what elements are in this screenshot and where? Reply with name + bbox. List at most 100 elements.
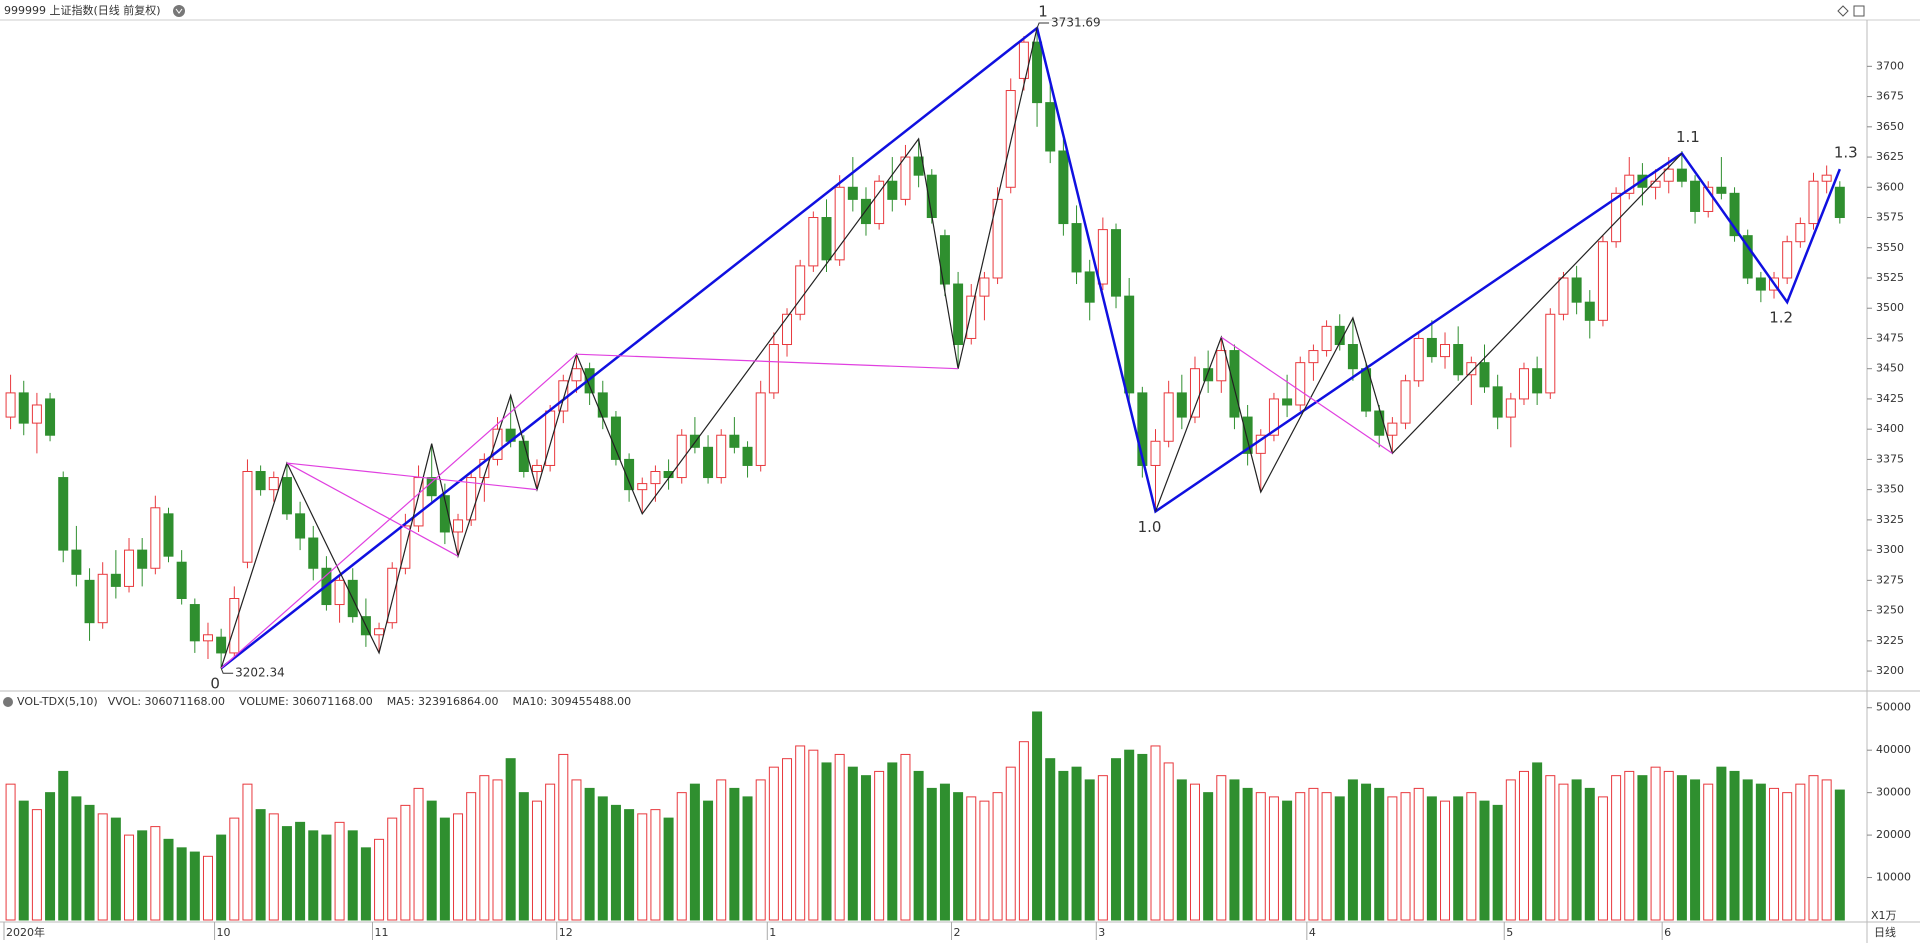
- candle-body: [1163, 392, 1174, 442]
- volume-bar: [1400, 792, 1411, 921]
- period-label: 日线: [1874, 925, 1896, 939]
- volume-bar: [58, 770, 69, 921]
- volume-bar: [1321, 792, 1332, 921]
- candle-body: [466, 477, 477, 521]
- volume-bar: [847, 766, 858, 921]
- wave-line: [1220, 336, 1393, 454]
- volume-bar: [492, 779, 503, 921]
- volume-bar: [1255, 792, 1266, 921]
- candle-body: [1308, 350, 1319, 364]
- y-tick-label: 3450: [1876, 362, 1904, 375]
- volume-bar: [1032, 711, 1043, 921]
- menu-button[interactable]: [173, 5, 185, 17]
- candle-body: [900, 156, 911, 200]
- volume-bar: [1597, 796, 1608, 921]
- candle-body: [176, 561, 187, 599]
- candle-body: [1479, 362, 1490, 388]
- candle-body: [1690, 180, 1701, 212]
- volume-bar: [295, 821, 306, 921]
- candle-body: [242, 471, 253, 563]
- volume-bar: [1413, 787, 1424, 921]
- candle-body: [295, 513, 306, 539]
- menu-arrow: [175, 8, 183, 14]
- candle-body: [1347, 344, 1358, 370]
- y-tick-label: 3275: [1876, 573, 1904, 586]
- x-tick-label: 11: [374, 926, 388, 939]
- volume-bar: [321, 834, 332, 921]
- candle-body: [1097, 229, 1108, 285]
- volume-bar: [400, 804, 411, 921]
- high-pointer: [1036, 22, 1050, 29]
- volume-bar: [137, 830, 148, 921]
- wave-label: 1.2: [1769, 309, 1793, 327]
- wave-label: 1.0: [1138, 518, 1162, 536]
- candle-body: [1124, 295, 1135, 394]
- candle-body: [1703, 186, 1714, 212]
- candle-body: [308, 537, 319, 569]
- candle-body: [1466, 362, 1477, 376]
- volume-bar: [979, 800, 990, 921]
- candle-body: [1216, 350, 1227, 382]
- candle-body: [281, 477, 292, 515]
- volume-bar: [939, 783, 950, 921]
- candle-body: [1729, 192, 1740, 237]
- volume-bar: [1742, 779, 1753, 921]
- candle-body: [1229, 350, 1240, 418]
- candle-body: [1440, 344, 1451, 358]
- volume-bar: [1374, 787, 1385, 921]
- wave-line: [1154, 152, 1683, 512]
- chart-title: 999999 上证指数(日线 前复权): [4, 3, 161, 17]
- volume-bar: [1229, 779, 1240, 921]
- volume-bar: [1084, 779, 1095, 921]
- volume-bar: [1387, 796, 1398, 921]
- x-tick-label: 5: [1506, 926, 1513, 939]
- volume-bar: [1492, 804, 1503, 921]
- candle-body: [1624, 174, 1635, 194]
- candle-body: [1663, 168, 1674, 182]
- volume-bar: [900, 753, 911, 921]
- volume-bar: [1150, 745, 1161, 921]
- indicator-title: VOL-TDX(5,10): [17, 695, 98, 708]
- volume-bar: [1361, 783, 1372, 921]
- candle-body: [531, 464, 542, 473]
- volume-bar: [689, 783, 700, 921]
- indicator-menu[interactable]: [3, 697, 13, 707]
- volume-bar: [860, 775, 871, 921]
- volume-bar: [1268, 796, 1279, 921]
- volume-bar: [255, 809, 266, 921]
- volume-bar: [1005, 766, 1016, 921]
- y-tick-label: 3425: [1876, 392, 1904, 405]
- candle-body: [703, 446, 714, 479]
- candle-body: [584, 368, 595, 394]
- candle-body: [110, 573, 121, 587]
- candle-body: [795, 265, 806, 315]
- volume-bar: [18, 800, 29, 921]
- candle-body: [1676, 168, 1687, 182]
- volume-bar: [1282, 800, 1293, 921]
- volume-bar: [268, 813, 279, 921]
- volume-bar: [610, 804, 621, 921]
- volume-bar: [176, 847, 187, 921]
- candle-body: [18, 392, 29, 424]
- volume-bar: [1545, 775, 1556, 921]
- indicator-legend: VVOL: 306071168.00: [108, 695, 225, 708]
- volume-bar: [1808, 775, 1819, 921]
- high-label: 3731.69: [1051, 16, 1101, 30]
- candle-body: [689, 434, 700, 448]
- indicator-legend: VOLUME: 306071168.00: [239, 695, 373, 708]
- volume-bar: [624, 809, 635, 921]
- wave-label: 1.1: [1676, 128, 1700, 146]
- volume-bar: [1479, 800, 1490, 921]
- panel-icon[interactable]: [1853, 5, 1865, 17]
- volume-bar: [584, 787, 595, 921]
- candle-body: [1176, 392, 1187, 418]
- volume-bar: [110, 817, 121, 921]
- candle-body: [808, 217, 819, 267]
- wave-line: [220, 25, 1841, 670]
- volume-bar: [374, 838, 385, 921]
- candle-body: [1032, 41, 1043, 104]
- volume-bar: [1124, 749, 1135, 921]
- candle-body: [255, 471, 266, 491]
- diamond-icon[interactable]: [1837, 5, 1849, 17]
- candle-body: [1532, 368, 1543, 394]
